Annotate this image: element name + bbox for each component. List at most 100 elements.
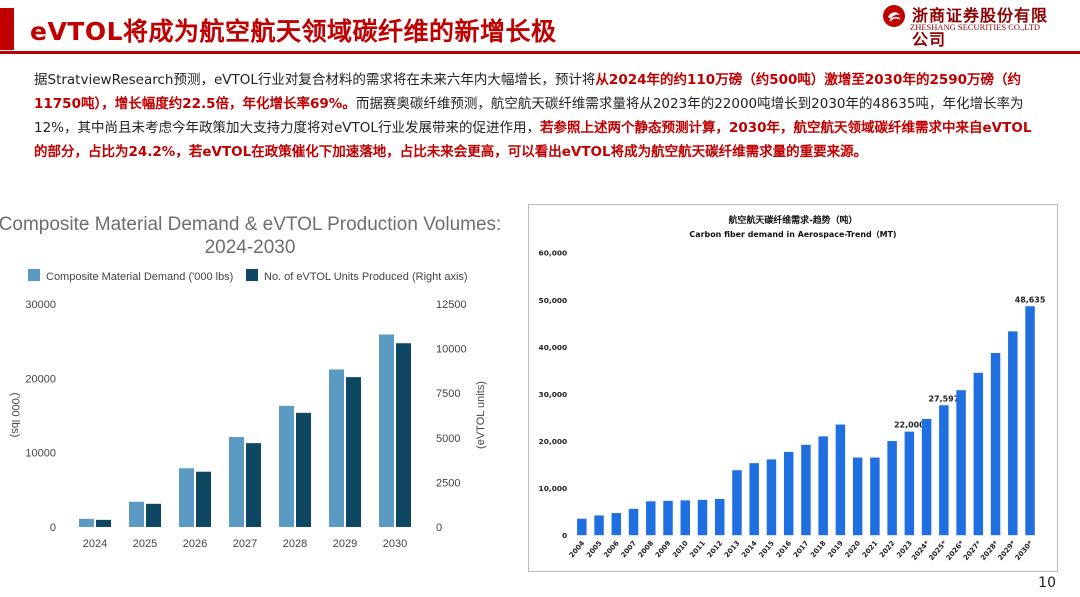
bar-composite-demand [379, 334, 394, 527]
data-label: 27,597 [929, 394, 960, 403]
body-paragraph: 据StratviewResearch预测，eVTOL行业对复合材料的需求将在未来… [34, 68, 1044, 164]
title-bar: eVTOL将成为航空航天领域碳纤维的新增长极 浙商证券股份有限公司 ZHESHA… [0, 0, 1080, 58]
bar-composite-demand [229, 437, 244, 527]
bar-carbon-fiber [783, 451, 794, 536]
x-tick-label: 2015 [757, 539, 776, 559]
logo-text-cn: 浙商证券股份有限公司 [912, 6, 1049, 49]
legend-swatch [246, 269, 258, 281]
y2-tick-label: 7500 [436, 388, 460, 400]
company-logo: 浙商证券股份有限公司 ZHESHANG SECURITIES CO.,LTD [856, 2, 1056, 49]
chart-title-line2: 2024-2030 [205, 237, 296, 258]
bar-evtol-units [196, 471, 211, 527]
x-tick-label: 2006 [602, 539, 621, 559]
y-tick-label: 60,000 [539, 249, 568, 258]
bar-carbon-fiber [835, 424, 846, 536]
y2-tick-label: 0 [436, 522, 442, 534]
x-tick-label: 2027 [233, 538, 257, 550]
y2-axis-label: (eVTOL units) [475, 381, 487, 449]
data-label: 48,635 [1015, 295, 1046, 304]
bar-carbon-fiber [1025, 306, 1035, 536]
x-tick-label: 2026 [183, 538, 207, 550]
x-tick-label: 2029 [333, 538, 357, 550]
x-tick-label: 2017 [792, 539, 811, 559]
bar-carbon-fiber [870, 457, 880, 536]
chart-title: 航空航天碳纤维需求-趋势（吨） [729, 214, 858, 226]
x-tick-label: 2020 [844, 539, 863, 559]
y-tick-label: 40,000 [539, 343, 568, 352]
bar-composite-demand [129, 501, 144, 527]
bar-carbon-fiber [680, 500, 690, 536]
bar-evtol-units [146, 503, 161, 527]
bar-carbon-fiber [577, 518, 587, 536]
page-number: 10 [1038, 575, 1056, 591]
x-tick-label: 2030* [1014, 539, 1035, 562]
bar-carbon-fiber [887, 441, 897, 536]
y-tick-label: 0 [562, 531, 567, 540]
bar-carbon-fiber [818, 436, 828, 536]
data-label: 22,000 [894, 421, 925, 430]
x-tick-label: 2014 [740, 539, 759, 559]
bar-carbon-fiber [852, 457, 863, 536]
x-tick-label: 2008 [637, 539, 656, 559]
composite-demand-chart: Composite Material Demand & eVTOL Produc… [0, 214, 500, 550]
title-accent-bar [0, 8, 14, 50]
y2-tick-label: 12500 [436, 299, 467, 311]
x-tick-label: 2013 [723, 539, 742, 559]
x-tick-label: 2007 [619, 539, 638, 559]
x-tick-label: 2028 [283, 538, 307, 550]
x-tick-label: 2018 [809, 539, 828, 559]
bar-carbon-fiber [990, 353, 1001, 536]
bar-evtol-units [396, 343, 411, 527]
title-divider [0, 51, 1080, 54]
bar-composite-demand [179, 468, 194, 527]
x-tick-label: 2009 [654, 539, 673, 559]
x-tick-label: 2022 [878, 539, 897, 559]
x-tick-label: 2024 [83, 538, 107, 550]
bar-carbon-fiber [663, 500, 673, 536]
bar-carbon-fiber [801, 444, 811, 536]
bar-carbon-fiber [904, 431, 915, 536]
y-tick-label: 0 [50, 522, 56, 534]
y2-tick-label: 5000 [436, 433, 460, 445]
body-text-2: 而据赛奥碳纤维预测，航空航天碳纤维需求量将从2023年的22000吨增长到203… [34, 96, 1024, 136]
y-tick-label: 50,000 [539, 296, 568, 305]
bar-carbon-fiber [714, 498, 725, 536]
bar-composite-demand [79, 518, 94, 527]
x-tick-label: 2016 [775, 539, 794, 559]
bar-evtol-units [346, 377, 361, 527]
body-highlight-2: 若参照上述两个静态预测计算，2030年，航空航天领域碳纤维需求中来自eVTOL的… [34, 120, 1032, 160]
x-tick-label: 2004 [568, 539, 587, 559]
logo-icon [883, 5, 905, 27]
body-highlight-1: 从2024年的约110万磅（约500吨）激增至2030年的2590万磅（约117… [34, 72, 1022, 112]
bar-carbon-fiber [766, 459, 777, 536]
x-tick-label: 2011 [688, 539, 707, 559]
y-tick-label: 30000 [25, 299, 56, 311]
bar-carbon-fiber [921, 418, 932, 536]
legend-swatch [28, 269, 40, 281]
legend-label: Composite Material Demand ('000 lbs) [46, 271, 233, 283]
y-tick-label: 10,000 [539, 484, 568, 493]
y-tick-label: 20000 [25, 373, 56, 385]
bar-carbon-fiber [611, 513, 622, 536]
y-tick-label: 30,000 [539, 390, 568, 399]
y2-tick-label: 10000 [436, 344, 467, 356]
x-tick-label: 2012 [706, 539, 725, 559]
x-tick-label: 2010 [671, 539, 690, 559]
x-tick-label: 2030 [383, 538, 407, 550]
bar-carbon-fiber [594, 515, 604, 536]
x-tick-label: 2025 [133, 538, 157, 550]
x-tick-label: 2019 [826, 539, 845, 559]
bar-carbon-fiber [732, 470, 742, 536]
y-tick-label: 20,000 [539, 437, 568, 446]
page-title: eVTOL将成为航空航天领域碳纤维的新增长极 [30, 17, 557, 46]
body-text-1: 据StratviewResearch预测，eVTOL行业对复合材料的需求将在未来… [34, 72, 596, 88]
legend-label: No. of eVTOL Units Produced (Right axis) [264, 271, 468, 283]
bar-carbon-fiber [939, 405, 949, 536]
bar-carbon-fiber [646, 501, 656, 536]
x-tick-label: 2005 [585, 539, 604, 559]
bar-carbon-fiber [749, 463, 759, 536]
bar-carbon-fiber [1008, 331, 1018, 536]
y2-tick-label: 2500 [436, 477, 460, 489]
logo-text-en: ZHESHANG SECURITIES CO.,LTD [910, 22, 1041, 32]
x-tick-label: 2021 [861, 539, 880, 559]
